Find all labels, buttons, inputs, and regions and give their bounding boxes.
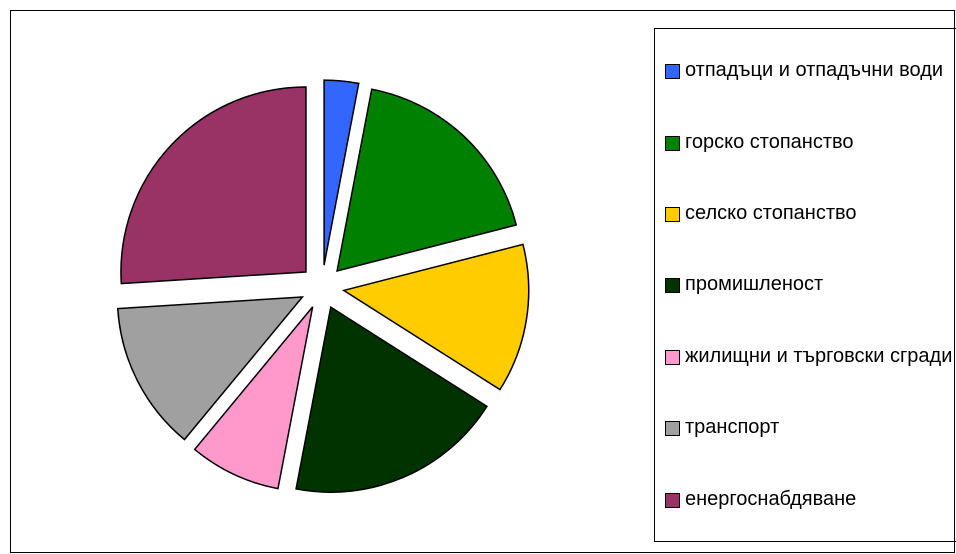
legend-label: отпадъци и отпадъчни води xyxy=(685,59,944,82)
legend-item: транспорт xyxy=(665,414,956,441)
pie-slice xyxy=(336,88,518,272)
legend-item: жилищни и търговски сгради xyxy=(665,343,956,370)
legend-swatch xyxy=(665,349,680,365)
legend-swatch xyxy=(665,135,680,151)
legend-label: промишленост xyxy=(685,273,824,296)
legend-item: горско стопанство xyxy=(665,129,956,156)
legend-item: промишленост xyxy=(665,271,956,298)
legend-item: енергоснабдяване xyxy=(665,486,956,513)
pie-slice xyxy=(193,306,314,490)
legend-swatch xyxy=(665,492,680,508)
legend-swatch xyxy=(665,278,680,294)
legend-swatch xyxy=(665,421,680,437)
pie-slice xyxy=(323,79,360,266)
pie-slice xyxy=(295,305,488,493)
legend-label: енергоснабдяване xyxy=(685,487,857,510)
pie-slice xyxy=(116,296,305,441)
legend-swatch xyxy=(665,64,680,80)
legend-label: жилищни и търговски сгради xyxy=(685,344,953,367)
pie-slice xyxy=(341,243,530,391)
chart-frame xyxy=(10,10,955,553)
legend-item: селско стопанство xyxy=(665,200,956,227)
legend-label: транспорт xyxy=(685,416,780,439)
legend-item: отпадъци и отпадъчни води xyxy=(665,57,956,84)
legend-swatch xyxy=(665,207,680,223)
legend-label: селско стопанство xyxy=(685,202,857,225)
legend-label: горско стопанство xyxy=(685,130,854,153)
pie-slice xyxy=(120,86,307,285)
legend: отпадъци и отпадъчни води горско стопанст… xyxy=(654,28,956,542)
